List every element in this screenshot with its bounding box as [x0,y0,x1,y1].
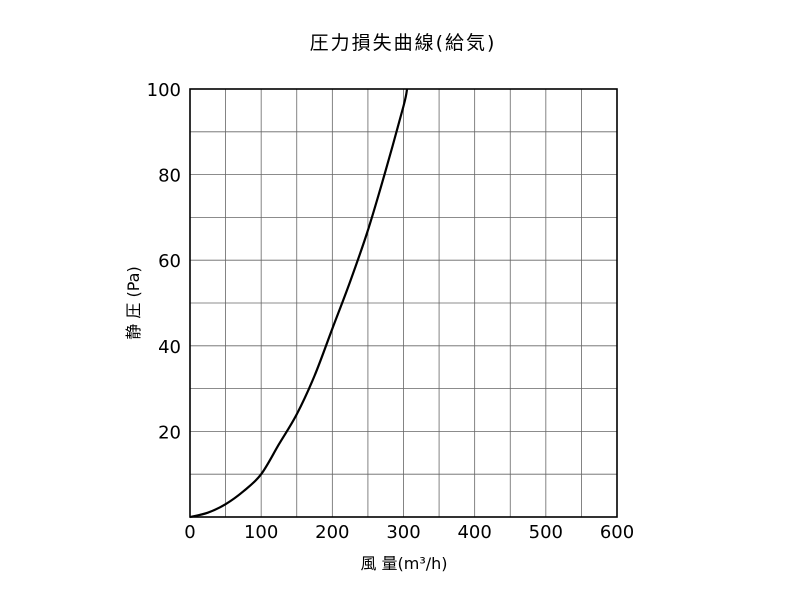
x-tick-label: 500 [529,522,563,543]
chart-title: 圧力損失曲線(給気) [310,32,497,54]
grid [190,89,617,517]
x-tick-label: 300 [386,522,420,543]
y-tick-label: 40 [158,337,181,358]
y-tick-label: 80 [158,166,181,187]
y-tick-label: 60 [158,251,181,272]
x-tick-label: 600 [600,522,634,543]
series-line [189,88,409,519]
x-tick-label: 100 [244,522,278,543]
x-axis-label: 風 量(m³/h) [360,554,447,573]
x-tick-label: 200 [315,522,349,543]
x-tick-label: 400 [457,522,491,543]
y-tick-labels: 20 40 60 80 100 [147,80,181,443]
y-axis-label: 静 圧 (Pa) [124,266,143,339]
y-tick-label: 100 [147,80,181,101]
x-tick-label: 0 [184,522,195,543]
plot-frame [189,88,618,518]
x-tick-labels: 0 100 200 300 400 500 600 [184,522,634,543]
y-tick-label: 20 [158,422,181,443]
